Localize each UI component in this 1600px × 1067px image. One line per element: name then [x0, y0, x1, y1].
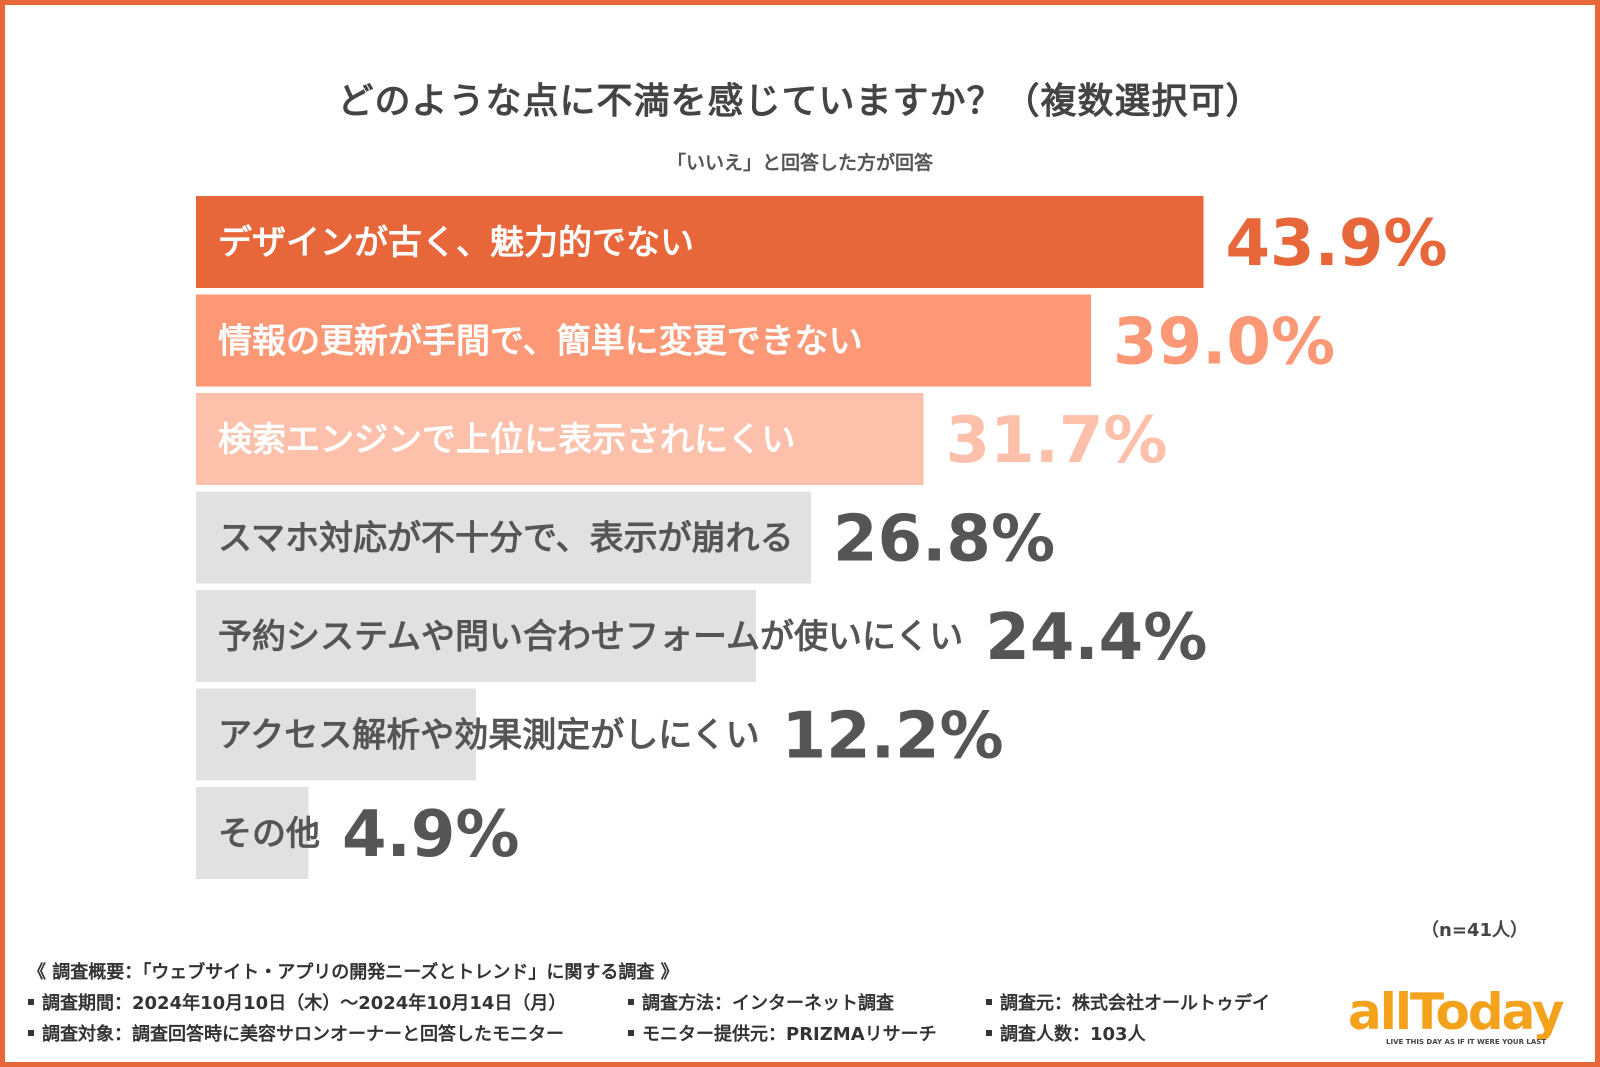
bullet-icon	[28, 999, 34, 1005]
bar-label-2: 情報の更新が手間で、簡単に変更できない	[218, 322, 863, 362]
bullet-icon	[28, 1030, 34, 1036]
survey-footer: 《 調査概要：「ウェブサイト・アプリの開発ニーズとトレンド」に関する調査 》 調…	[28, 958, 1328, 1051]
bar-4	[196, 491, 812, 584]
survey-target: 調査対象：調査回答時に美容サロンオーナーと回答したモニター	[42, 1024, 564, 1045]
bullet-icon	[986, 1030, 992, 1036]
bar-2	[196, 294, 1092, 387]
logo-wordmark: allToday	[1348, 983, 1564, 1041]
survey-count: 調査人数：103人	[1000, 1024, 1146, 1045]
bar-label-7: その他	[218, 814, 320, 854]
bar-7	[196, 787, 309, 879]
bar-value-4: 26.8%	[833, 503, 1055, 577]
survey-source: 調査元：株式会社オールトゥデイ	[1000, 993, 1270, 1014]
bar-value-5: 24.4%	[985, 601, 1207, 675]
survey-method-item: 調査方法：インターネット調査	[628, 989, 894, 1015]
survey-provider: モニター提供元：PRIZMAリサーチ	[642, 1024, 937, 1045]
chart-subtitle: 「いいえ」と回答した方が回答	[666, 152, 933, 174]
bullet-icon	[986, 999, 992, 1005]
bar-3	[196, 393, 924, 485]
bullet-icon	[628, 999, 634, 1005]
bar-value-3: 31.7%	[946, 404, 1168, 478]
bar-5	[196, 590, 756, 682]
sample-size-note: （n=41人）	[1421, 920, 1528, 941]
alltoday-logo: allToday LIVE THIS DAY AS IF IT WERE YOU…	[1348, 983, 1570, 1050]
survey-count-item: 調査人数：103人	[986, 1020, 1146, 1046]
survey-source-item: 調査元：株式会社オールトゥデイ	[986, 989, 1270, 1015]
survey-overview: 《 調査概要：「ウェブサイト・アプリの開発ニーズとトレンド」に関する調査 》	[28, 962, 679, 983]
bar-label-3: 検索エンジンで上位に表示されにくい	[218, 420, 795, 460]
bar-value-1: 43.9%	[1226, 207, 1448, 281]
bar-1	[196, 196, 1204, 288]
bar-label-1: デザインが古く、魅力的でない	[218, 223, 694, 263]
bar-label-6: アクセス解析や効果測定がしにくい	[218, 716, 760, 756]
bar-6	[196, 688, 476, 781]
survey-target-item: 調査対象：調査回答時に美容サロンオーナーと回答したモニター	[28, 1020, 564, 1046]
survey-period: 調査期間：2024年10月10日（木）〜2024年10月14日（月）	[42, 993, 567, 1014]
bar-value-6: 12.2%	[782, 700, 1004, 774]
logo-tagline: LIVE THIS DAY AS IF IT WERE YOUR LAST	[1386, 1038, 1547, 1046]
bar-label-4: スマホ対応が不十分で、表示が崩れる	[218, 519, 794, 559]
survey-method: 調査方法：インターネット調査	[642, 993, 894, 1014]
survey-provider-item: モニター提供元：PRIZMAリサーチ	[628, 1020, 937, 1046]
survey-period-item: 調査期間：2024年10月10日（木）〜2024年10月14日（月）	[28, 989, 566, 1015]
bar-value-7: 4.9%	[342, 798, 520, 872]
bullet-icon	[628, 1030, 634, 1036]
bar-label-5: 予約システムや問い合わせフォームが使いにくい	[218, 617, 963, 657]
chart-title: どのような点に不満を感じていますか？（複数選択可）	[337, 81, 1263, 122]
bar-value-2: 39.0%	[1113, 306, 1335, 380]
